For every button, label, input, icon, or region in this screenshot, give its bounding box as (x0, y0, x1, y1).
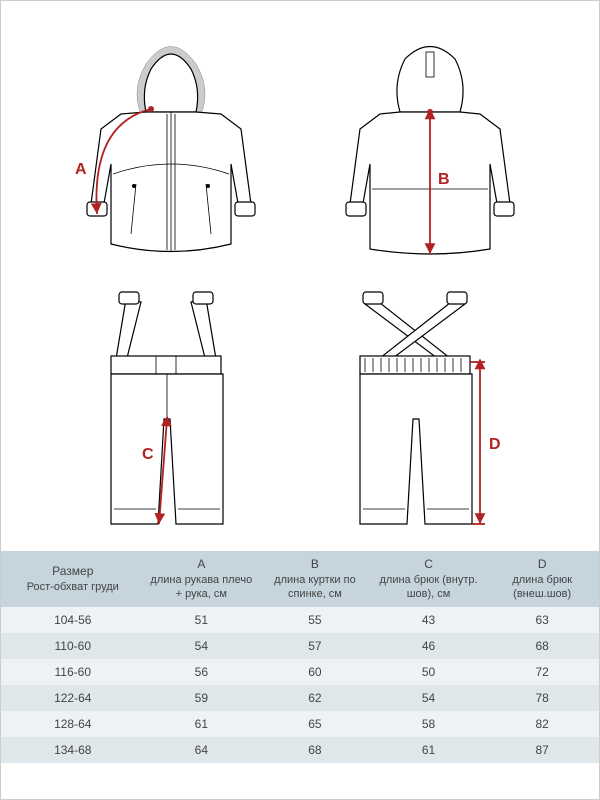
jacket-back-diagram: B (310, 34, 550, 284)
jacket-front-diagram: A (51, 34, 291, 284)
table-row: 110-6054574668 (1, 633, 599, 659)
pants-row: C (41, 286, 559, 541)
size-chart-container: A (0, 0, 600, 800)
size-table-header-row: РазмерРост-обхват груди Aдлина рукава пл… (1, 551, 599, 607)
jacket-row: A (41, 31, 559, 286)
col-c: Cдлина брюк (внутр. шов), см (372, 551, 486, 607)
size-table: РазмерРост-обхват груди Aдлина рукава пл… (1, 551, 599, 763)
diagram-area: A (1, 1, 599, 551)
dim-label-d: D (489, 436, 501, 453)
col-d: Dдлина брюк (внеш.шов) (485, 551, 599, 607)
table-row: 134-6864686187 (1, 737, 599, 763)
table-row: 122-6459625478 (1, 685, 599, 711)
size-table-body: 104-5651554363 110-6054574668 116-605660… (1, 607, 599, 763)
col-a: Aдлина рукава плечо + рука, см (145, 551, 259, 607)
dim-label-c: C (142, 446, 154, 463)
table-row: 128-6461655882 (1, 711, 599, 737)
pants-front-diagram: C (56, 284, 276, 544)
dim-label-a: A (75, 161, 87, 178)
pants-back-diagram: D (305, 284, 545, 544)
table-row: 116-6056605072 (1, 659, 599, 685)
table-row: 104-5651554363 (1, 607, 599, 633)
dim-label-b: B (438, 171, 450, 188)
col-b: Bдлина куртки по спинке, см (258, 551, 372, 607)
col-size: РазмерРост-обхват груди (1, 551, 145, 607)
